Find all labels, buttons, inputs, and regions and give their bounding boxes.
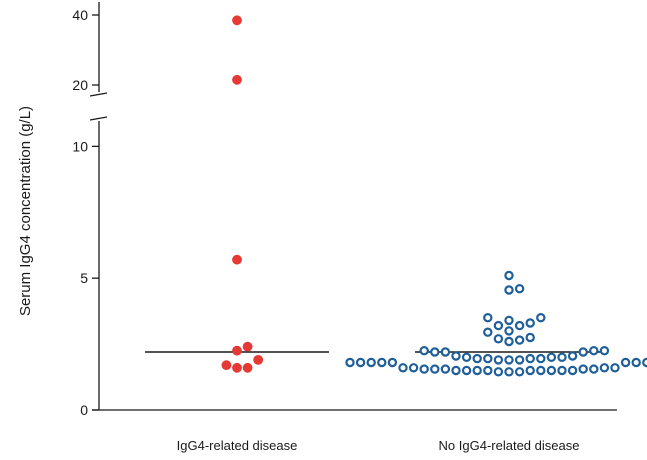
data-point-no-igg4-rd	[410, 364, 417, 371]
data-point-igg4-rd	[232, 255, 242, 265]
data-point-no-igg4-rd	[421, 347, 428, 354]
data-point-no-igg4-rd	[463, 354, 470, 361]
data-point-no-igg4-rd	[346, 359, 353, 366]
data-point-no-igg4-rd	[516, 368, 523, 375]
data-point-igg4-rd	[253, 355, 263, 365]
data-point-no-igg4-rd	[399, 364, 406, 371]
data-point-no-igg4-rd	[516, 322, 523, 329]
data-point-no-igg4-rd	[548, 354, 555, 361]
data-point-igg4-rd	[232, 75, 242, 85]
data-point-no-igg4-rd	[611, 364, 618, 371]
data-points	[222, 15, 647, 375]
data-point-no-igg4-rd	[495, 368, 502, 375]
data-point-no-igg4-rd	[495, 322, 502, 329]
data-point-no-igg4-rd	[516, 285, 523, 292]
data-point-no-igg4-rd	[580, 348, 587, 355]
data-point-no-igg4-rd	[431, 348, 438, 355]
x-category-label-igg4-rd: IgG4-related disease	[177, 438, 298, 453]
data-point-no-igg4-rd	[431, 366, 438, 373]
data-point-no-igg4-rd	[505, 368, 512, 375]
data-point-no-igg4-rd	[452, 352, 459, 359]
data-point-no-igg4-rd	[389, 359, 396, 366]
data-point-no-igg4-rd	[580, 366, 587, 373]
data-point-no-igg4-rd	[484, 367, 491, 374]
data-point-no-igg4-rd	[548, 367, 555, 374]
data-point-igg4-rd	[243, 342, 253, 352]
y-tick-label: 0	[80, 402, 88, 418]
y-ticks: 0 5 10 20 40	[72, 7, 99, 418]
data-point-no-igg4-rd	[505, 327, 512, 334]
data-point-no-igg4-rd	[421, 366, 428, 373]
data-point-no-igg4-rd	[357, 359, 364, 366]
data-point-no-igg4-rd	[442, 366, 449, 373]
data-point-no-igg4-rd	[569, 352, 576, 359]
data-point-no-igg4-rd	[505, 317, 512, 324]
data-point-no-igg4-rd	[484, 314, 491, 321]
data-point-no-igg4-rd	[474, 367, 481, 374]
data-point-igg4-rd	[232, 363, 242, 373]
data-point-no-igg4-rd	[484, 355, 491, 362]
data-point-no-igg4-rd	[622, 359, 629, 366]
data-point-igg4-rd	[232, 15, 242, 25]
y-axis	[90, 2, 617, 410]
data-point-no-igg4-rd	[495, 356, 502, 363]
y-tick-label: 5	[80, 270, 88, 286]
data-point-no-igg4-rd	[590, 366, 597, 373]
data-point-no-igg4-rd	[537, 355, 544, 362]
axis-break-mark-upper	[90, 93, 107, 96]
data-point-igg4-rd	[243, 363, 253, 373]
y-tick-label: 10	[72, 138, 88, 154]
data-point-no-igg4-rd	[527, 355, 534, 362]
x-category-label-no-igg4-rd: No IgG4-related disease	[439, 438, 580, 453]
y-tick-label: 20	[72, 77, 88, 93]
data-point-no-igg4-rd	[368, 359, 375, 366]
data-point-no-igg4-rd	[633, 359, 640, 366]
data-point-no-igg4-rd	[505, 272, 512, 279]
axis-break-mark-lower	[90, 117, 107, 120]
data-point-no-igg4-rd	[495, 335, 502, 342]
data-point-no-igg4-rd	[527, 367, 534, 374]
data-point-no-igg4-rd	[558, 367, 565, 374]
data-point-no-igg4-rd	[463, 367, 470, 374]
data-point-no-igg4-rd	[505, 286, 512, 293]
data-point-no-igg4-rd	[484, 329, 491, 336]
data-point-no-igg4-rd	[558, 354, 565, 361]
data-point-no-igg4-rd	[527, 319, 534, 326]
data-point-no-igg4-rd	[537, 314, 544, 321]
data-point-no-igg4-rd	[505, 356, 512, 363]
data-point-no-igg4-rd	[442, 348, 449, 355]
data-point-no-igg4-rd	[601, 347, 608, 354]
data-point-no-igg4-rd	[474, 355, 481, 362]
data-point-no-igg4-rd	[643, 359, 647, 366]
data-point-no-igg4-rd	[601, 364, 608, 371]
data-point-no-igg4-rd	[527, 334, 534, 341]
data-point-no-igg4-rd	[516, 337, 523, 344]
y-axis-title: Serum IgG4 concentration (g/L)	[17, 106, 34, 316]
data-point-no-igg4-rd	[505, 338, 512, 345]
data-point-igg4-rd	[232, 346, 242, 356]
y-tick-label: 40	[72, 7, 88, 23]
data-point-igg4-rd	[222, 360, 232, 370]
data-point-no-igg4-rd	[537, 367, 544, 374]
data-point-no-igg4-rd	[378, 359, 385, 366]
data-point-no-igg4-rd	[452, 367, 459, 374]
data-point-no-igg4-rd	[569, 367, 576, 374]
data-point-no-igg4-rd	[516, 356, 523, 363]
data-point-no-igg4-rd	[590, 347, 597, 354]
